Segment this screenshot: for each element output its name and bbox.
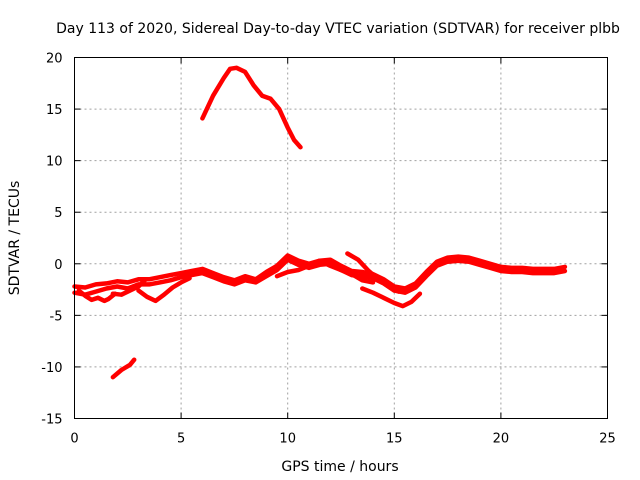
x-axis-label: GPS time / hours (281, 459, 398, 475)
y-tick-label: -10 (41, 361, 62, 376)
series-arc-short-dip-1 (110, 278, 148, 297)
y-tick-label: -5 (50, 309, 63, 324)
x-tick-label: 15 (386, 432, 403, 447)
x-tick-label: 5 (177, 432, 185, 447)
series-arc-short-dip-2 (136, 275, 192, 304)
y-axis-label: SDTVAR / TECUs (7, 181, 23, 296)
plot-frame (74, 57, 608, 419)
tick-layer: 0 5 10 15 20 25 -15 -10 -5 0 5 10 15 20 (41, 52, 616, 447)
series-arc-late-branch (345, 251, 418, 294)
series-arc-high (200, 65, 303, 150)
y-tick-label: 20 (46, 52, 63, 67)
y-tick-label: 10 (46, 155, 63, 170)
chart-title: Day 113 of 2020, Sidereal Day-to-day VTE… (56, 21, 620, 37)
y-tick-label: 5 (54, 206, 62, 221)
y-tick-label: 0 (54, 258, 62, 273)
series-layer (72, 65, 568, 380)
series-arc-main-b (72, 257, 568, 297)
x-tick-label: 0 (70, 432, 78, 447)
grid-layer (74, 57, 608, 419)
y-tick-label: -15 (41, 413, 62, 428)
x-tick-label: 25 (599, 432, 616, 447)
series-arc-low (110, 357, 137, 380)
y-tick-label: 15 (46, 103, 63, 118)
x-tick-label: 10 (279, 432, 296, 447)
series-arc-deep-dip (360, 286, 423, 309)
x-tick-label: 20 (493, 432, 510, 447)
series-arc-mid-branch (274, 258, 376, 285)
series-arc-early-dip (76, 288, 118, 304)
